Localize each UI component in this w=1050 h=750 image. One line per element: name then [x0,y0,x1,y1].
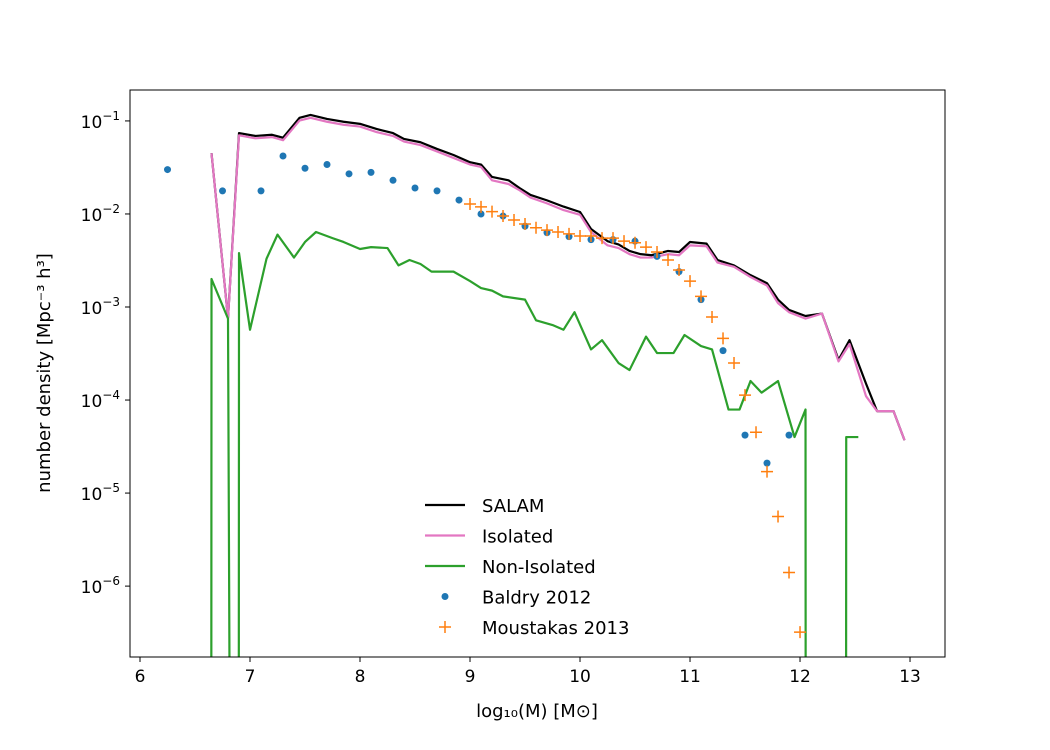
dot-marker [763,459,771,467]
dot-marker [257,187,265,195]
plus-marker [519,218,532,231]
plus-marker [596,232,609,245]
dot-marker [411,184,419,192]
dot-marker [345,170,353,178]
legend-label: SALAM [482,496,544,517]
dot-marker [164,166,172,174]
x-tick-label: 10 [569,667,591,687]
dot-marker [301,164,309,172]
plus-marker [475,200,488,213]
plus-marker [651,246,664,259]
plus-marker [739,389,752,402]
y-tick-exponent: −3 [102,295,120,309]
y-axis-label: number density [Mpc⁻³ h³] [34,253,55,493]
x-tick-label: 7 [245,667,256,687]
x-tick-label: 8 [355,667,366,687]
dot-marker [785,431,793,439]
y-tick-base: 10 [81,206,103,226]
y-tick-exponent: −2 [102,202,120,216]
dot-marker [219,187,227,195]
x-tick-label: 11 [679,667,701,687]
y-tick-base: 10 [81,578,103,598]
dot-marker [433,187,441,195]
legend-label: Isolated [482,527,553,548]
series-line [210,230,859,657]
x-axis-label: log₁₀(M) [M⊙] [476,701,598,722]
y-tick-label: 10−3 [81,295,120,319]
y-tick-exponent: −4 [102,388,120,402]
y-tick-label: 10−4 [81,388,120,412]
plus-marker [684,275,697,288]
legend-label: Non-Isolated [482,557,596,578]
y-tick-base: 10 [81,392,103,412]
plus-marker [541,224,554,237]
plus-marker [772,510,785,523]
plus-marker [585,229,598,242]
plus-marker [640,241,653,254]
dot-marker [741,431,749,439]
plus-marker [728,357,741,370]
plus-marker [750,426,763,439]
dot-marker [455,196,463,204]
plus-marker [530,221,543,234]
y-tick-base: 10 [81,113,103,133]
dot-marker [441,593,449,600]
plus-marker [552,225,565,238]
legend-label: Baldry 2012 [482,588,591,609]
plus-marker [607,232,620,245]
series-line [210,116,906,441]
plus-marker [439,621,451,633]
plus-marker [662,254,675,267]
plus-marker [574,229,587,242]
x-tick-label: 9 [465,667,476,687]
dot-marker [279,152,287,160]
y-tick-base: 10 [81,485,103,505]
plus-marker [486,205,499,218]
dot-marker [719,347,727,355]
y-tick-label: 10−1 [81,109,120,133]
plus-marker [464,197,477,210]
plus-marker [508,214,521,227]
dot-marker [323,161,331,169]
axes-frame [129,89,946,658]
plus-marker [794,626,807,639]
plot-area [164,113,906,657]
plus-marker [717,332,730,345]
y-tick-label: 10−5 [81,481,120,505]
plus-marker [695,290,708,303]
series-line [210,113,906,441]
x-tick-label: 13 [899,667,921,687]
legend: SALAM Isolated Non-Isolated Baldry 2012 Mous… [425,496,629,639]
plus-marker [563,227,576,240]
dot-marker [389,176,397,184]
plus-marker [761,465,774,478]
plus-marker [783,566,796,579]
dot-marker [477,210,485,218]
y-tick-exponent: −1 [102,109,120,123]
dot-marker [367,168,375,176]
y-tick-exponent: −6 [102,574,120,588]
y-tick-base: 10 [81,299,103,319]
y-tick-label: 10−2 [81,202,120,226]
y-tick-exponent: −5 [102,481,120,495]
x-tick-label: 12 [789,667,811,687]
plus-marker [673,263,686,276]
plus-marker [629,236,642,249]
y-tick-label: 10−6 [81,574,120,598]
legend-label: Moustakas 2013 [482,618,629,639]
plus-marker [706,311,719,324]
plus-marker [497,210,510,223]
plus-marker [618,235,631,248]
x-tick-label: 6 [135,667,146,687]
